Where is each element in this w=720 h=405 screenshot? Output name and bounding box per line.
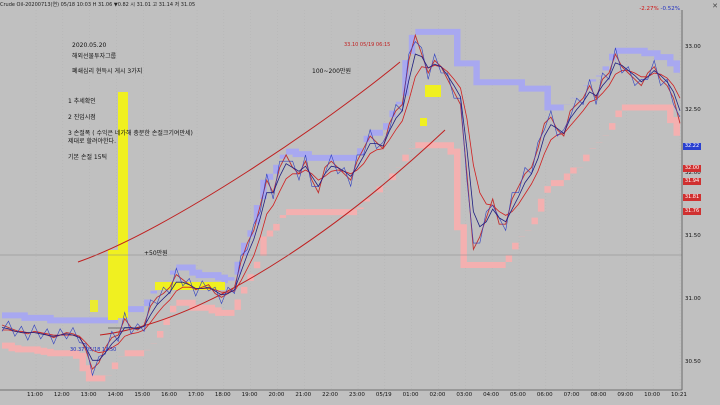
gain-annotation: +50만원 bbox=[144, 250, 168, 257]
y-tick-label: 30.50 bbox=[685, 358, 701, 365]
price-badge: 32.22 bbox=[683, 142, 701, 150]
y-tick-label: 33.00 bbox=[685, 43, 701, 50]
x-tick-label: 18:00 bbox=[214, 392, 231, 398]
x-tick-label: 06:00 bbox=[536, 392, 553, 398]
channel-upper-curve bbox=[77, 61, 401, 263]
y-tick-label: 32.00 bbox=[685, 169, 701, 176]
note-author: 해외선물투자그룹 bbox=[72, 53, 117, 60]
note-item-3: 3 손절폭 ( 수익은 네가해 충분한 손절크기여만세) bbox=[68, 130, 193, 137]
x-tick-label: 03:00 bbox=[456, 392, 473, 398]
x-tick-label: 16:00 bbox=[161, 392, 178, 398]
highlight-mid bbox=[420, 118, 427, 126]
x-tick-label: 12:00 bbox=[53, 392, 70, 398]
price-badge: 31.81 bbox=[683, 194, 701, 202]
grid bbox=[35, 10, 681, 390]
symbol-info: Crude Oil-20200713(연) 05/18 10:03 H 31.0… bbox=[0, 2, 196, 8]
price-badge: 31.94 bbox=[683, 177, 701, 185]
change-val: -0.52% bbox=[660, 6, 680, 12]
change-readout: -2.27% -0.52% bbox=[639, 6, 680, 12]
bands bbox=[2, 28, 680, 382]
y-tick-label: 31.50 bbox=[685, 232, 701, 239]
x-tick-label: 01:00 bbox=[402, 392, 419, 398]
x-tick-label: 05/19 bbox=[375, 392, 392, 398]
top-price-annotation: 33.10 05/19 06:15 bbox=[344, 42, 391, 48]
highlight-top bbox=[425, 85, 441, 97]
upper-band bbox=[2, 28, 680, 324]
x-tick-label: 23:00 bbox=[349, 392, 365, 398]
note-item-3b: 제대로 할려야한다. bbox=[68, 138, 116, 145]
x-tick-label: 17:00 bbox=[188, 392, 204, 398]
x-tick-label: 07:00 bbox=[563, 392, 580, 398]
x-tick-label: 20:00 bbox=[268, 392, 285, 398]
change-pct: -2.27% bbox=[639, 6, 659, 12]
x-tick-label: 05:00 bbox=[510, 392, 526, 398]
x-tick-label: 22:00 bbox=[322, 392, 339, 398]
note-title: 폐쇄심리 현득시 게시 3가지 bbox=[72, 68, 143, 75]
note-item-2: 2 진입시점 bbox=[68, 114, 96, 121]
close-icon[interactable]: ✕ bbox=[712, 2, 718, 10]
low-price-annotation: 30.37 05/18 12:50 bbox=[70, 347, 117, 353]
y-tick-label: 31.00 bbox=[685, 295, 701, 302]
x-tick-label: 04:00 bbox=[483, 392, 500, 398]
series-lines bbox=[1, 33, 681, 377]
x-tick-label: 02:00 bbox=[429, 392, 446, 398]
note-item-1: 1 추세확인 bbox=[68, 98, 96, 105]
x-tick-label: 14:00 bbox=[107, 392, 124, 398]
x-tick-label: 10:21 bbox=[671, 392, 687, 398]
x-tick-label: 09:00 bbox=[617, 392, 634, 398]
price-detail-line bbox=[1, 41, 681, 377]
x-tick-label: 13:00 bbox=[80, 392, 97, 398]
price-badge: 32.00 bbox=[683, 165, 701, 173]
highlight-zone bbox=[155, 282, 225, 290]
x-tick-label: 21:00 bbox=[295, 392, 312, 398]
note-item-4: 기본 손절 15틱 bbox=[68, 154, 108, 161]
highlight-bar-short bbox=[108, 250, 118, 320]
price-badge: 31.76 bbox=[683, 208, 701, 216]
x-tick-label: 10:00 bbox=[644, 392, 661, 398]
highlight-box-small bbox=[90, 300, 98, 312]
x-tick-label: 08:00 bbox=[590, 392, 607, 398]
ma-fast-line bbox=[1, 53, 681, 361]
x-tick-label: 15:00 bbox=[134, 392, 151, 398]
note-profit-target: 100~200만원 bbox=[312, 68, 351, 75]
x-tick-label: 11:00 bbox=[27, 392, 43, 398]
highlight-bar-tall bbox=[118, 92, 128, 318]
lower-band bbox=[2, 104, 680, 382]
y-tick-label: 32.50 bbox=[685, 106, 701, 113]
plot-area bbox=[0, 10, 682, 388]
note-date: 2020.05.20 bbox=[72, 42, 107, 49]
x-tick-label: 19:00 bbox=[241, 392, 258, 398]
